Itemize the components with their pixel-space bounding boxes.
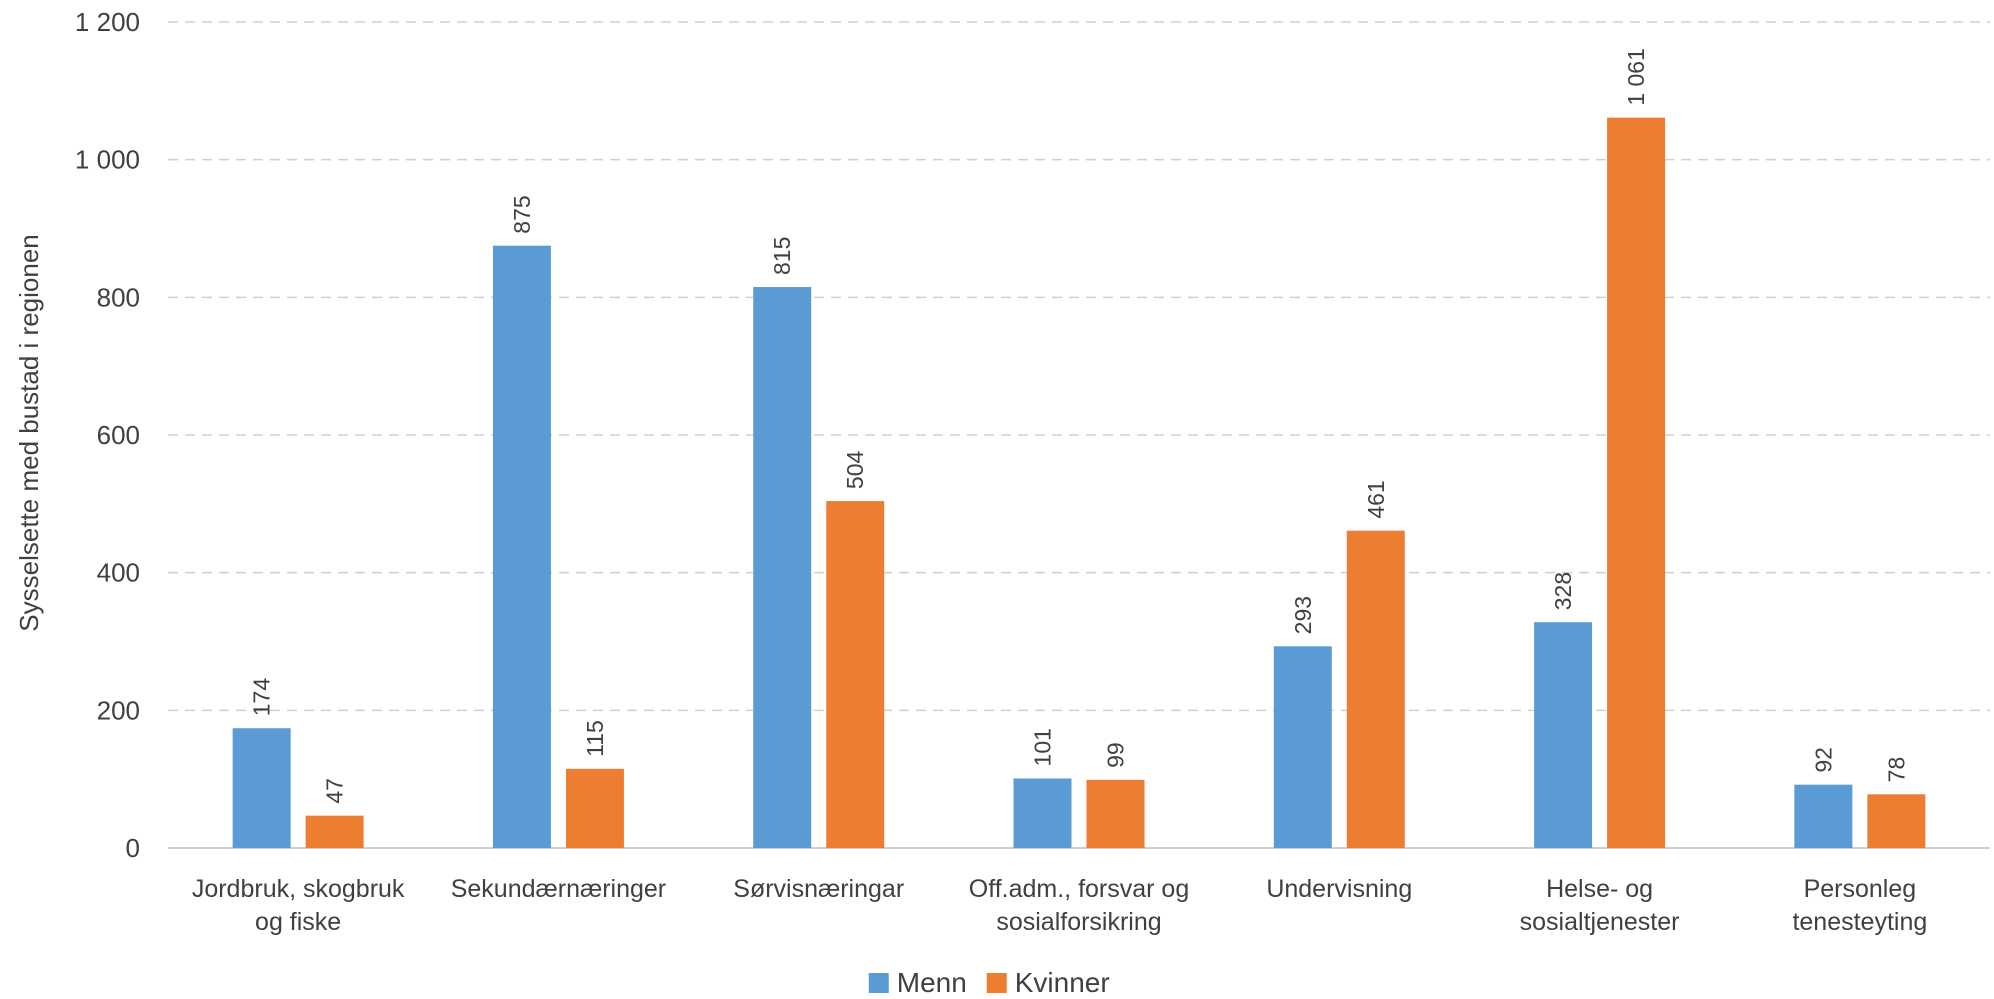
data-label-menn: 875 (509, 195, 535, 233)
x-axis-categories: Jordbruk, skogbruk og fiske Sekundærnæring… (192, 875, 1927, 936)
x-category-label: Helse- og sosialtjenester (1520, 875, 1680, 936)
data-label-menn: 101 (1030, 728, 1056, 766)
bar-kvinner (826, 501, 885, 848)
y-tick-label: 1 200 (75, 7, 140, 37)
legend: Menn Kvinner (868, 967, 1110, 998)
bars (232, 117, 1926, 849)
x-category-label: Undervisning (1266, 875, 1412, 903)
legend-item-kvinner: Kvinner (986, 967, 1110, 998)
y-axis-ticks: 0 200 400 600 800 1 000 1 200 (75, 7, 140, 863)
data-label-kvinner: 78 (1883, 757, 1909, 783)
legend-swatch (868, 973, 889, 993)
bar-kvinner (305, 815, 364, 848)
gridlines (168, 21, 1990, 849)
data-label-kvinner: 47 (322, 778, 348, 804)
x-category-label: Personleg tenesteyting (1792, 875, 1927, 936)
data-label-menn: 92 (1810, 747, 1836, 773)
data-label-menn: 293 (1290, 596, 1316, 634)
y-tick-label: 200 (97, 695, 140, 725)
data-label-kvinner: 504 (842, 450, 868, 489)
bar-menn (1534, 622, 1593, 848)
y-tick-label: 400 (97, 558, 140, 588)
bar-menn (232, 728, 291, 848)
x-category-label: Sekundærnæringer (451, 875, 666, 903)
bar-menn (1013, 778, 1072, 848)
legend-swatch (986, 973, 1007, 993)
bar-menn (753, 287, 812, 849)
bar-menn (1794, 784, 1853, 848)
bar-menn (492, 245, 551, 849)
data-label-kvinner: 1 061 (1623, 48, 1649, 106)
bar-menn (1273, 646, 1332, 848)
x-category-label: Off.adm., forsvar og sosialforsikring (969, 875, 1189, 936)
y-tick-label: 800 (97, 282, 140, 312)
y-tick-label: 1 000 (75, 145, 140, 175)
data-label-kvinner: 461 (1363, 480, 1389, 518)
bar-kvinner (565, 768, 624, 848)
legend-item-menn: Menn (868, 967, 967, 998)
data-label-kvinner: 115 (582, 720, 608, 757)
y-tick-label: 0 (126, 833, 140, 863)
bar-kvinner (1867, 794, 1926, 848)
x-category-label: Jordbruk, skogbruk og fiske (192, 875, 405, 936)
legend-label: Menn (897, 967, 967, 998)
bar-kvinner (1607, 117, 1666, 848)
x-category-label: Sørvisnæringar (733, 875, 904, 903)
data-label-kvinner: 99 (1103, 742, 1129, 768)
data-label-menn: 815 (769, 237, 795, 275)
y-tick-label: 600 (97, 420, 140, 450)
bar-kvinner (1346, 530, 1405, 848)
data-labels: 174 47 875 115 815 504 101 99 293 461 328 1 061 92 78 (249, 48, 1910, 804)
data-label-menn: 174 (249, 678, 275, 717)
data-label-menn: 328 (1550, 572, 1576, 610)
legend-label: Kvinner (1015, 967, 1110, 998)
y-axis-title: Sysselsette med bustad i regionen (14, 234, 44, 631)
bar-kvinner (1086, 779, 1145, 848)
